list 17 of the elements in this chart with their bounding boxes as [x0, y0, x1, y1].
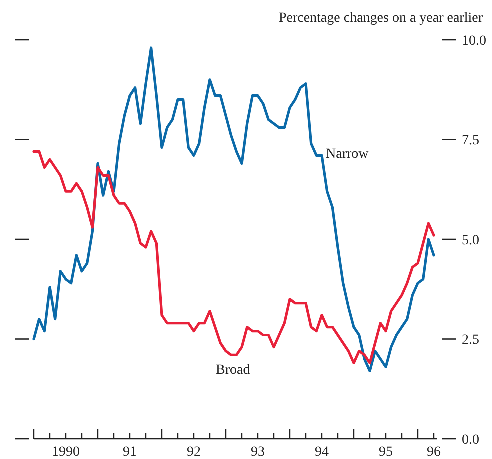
series-label: Broad: [216, 363, 250, 378]
x-tick-label: 91: [123, 445, 137, 459]
x-tick-label: 93: [251, 445, 265, 459]
y-tick-label: 10.0: [462, 34, 486, 49]
x-tick-label: 95: [379, 445, 393, 459]
x-tick-label: 94: [315, 445, 329, 459]
series-label: Narrow: [326, 147, 370, 162]
y-tick-label: 2.5: [462, 333, 480, 348]
y-axis-title: Percentage changes on a year earlier: [278, 11, 484, 26]
x-tick-label: 96: [427, 445, 441, 459]
line-series: [32, 150, 436, 364]
line-series: [32, 46, 436, 372]
y-tick-label: 7.5: [462, 134, 480, 149]
x-tick-label: 92: [187, 445, 201, 459]
y-tick-label: 5.0: [462, 233, 480, 248]
y-tick-label: 0.0: [462, 432, 480, 448]
x-tick-label: 1990: [52, 445, 80, 459]
